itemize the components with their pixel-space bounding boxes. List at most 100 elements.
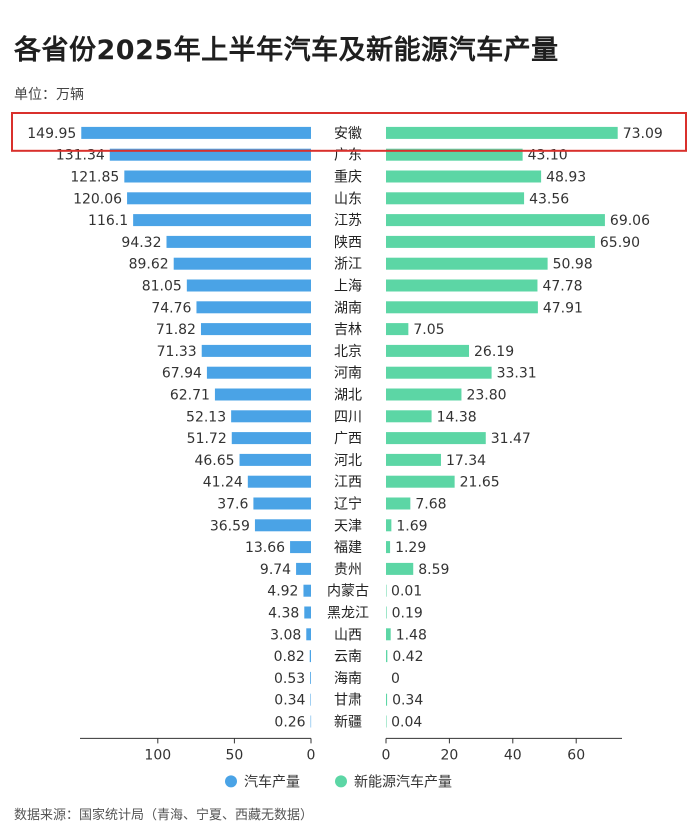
label-total-10: 71.33 bbox=[157, 344, 197, 360]
bar-nev-2 bbox=[386, 170, 542, 183]
province-label-5: 陕西 bbox=[334, 235, 362, 251]
bar-total-5 bbox=[166, 235, 311, 248]
legend-marker-total bbox=[225, 775, 237, 788]
bar-total-11 bbox=[206, 366, 311, 379]
bar-total-14 bbox=[231, 432, 311, 445]
label-total-18: 36.59 bbox=[210, 518, 250, 534]
province-label-22: 黑龙江 bbox=[327, 606, 369, 622]
label-total-17: 37.6 bbox=[217, 497, 248, 513]
bar-nev-13 bbox=[386, 410, 432, 423]
source-note: 数据来源：国家统计局（青海、宁夏、西藏无数据） bbox=[14, 808, 314, 823]
province-label-12: 湖北 bbox=[334, 388, 362, 404]
bar-total-0 bbox=[81, 126, 311, 139]
label-total-7: 81.05 bbox=[142, 279, 182, 295]
label-nev-27: 0.04 bbox=[391, 715, 422, 731]
label-nev-13: 14.38 bbox=[437, 409, 477, 425]
bar-nev-19 bbox=[386, 541, 391, 554]
bar-total-15 bbox=[239, 453, 311, 466]
label-nev-0: 73.09 bbox=[623, 126, 663, 142]
bar-nev-9 bbox=[386, 323, 409, 336]
bar-total-17 bbox=[253, 497, 311, 510]
province-label-17: 辽宁 bbox=[334, 496, 362, 513]
bar-nev-6 bbox=[386, 257, 548, 270]
bar-total-22 bbox=[304, 606, 311, 619]
right-tick-label-2: 40 bbox=[504, 747, 522, 763]
bar-nev-20 bbox=[386, 562, 414, 575]
label-total-27: 0.26 bbox=[274, 715, 305, 731]
label-nev-26: 0.34 bbox=[392, 693, 423, 709]
label-total-9: 71.82 bbox=[156, 322, 196, 338]
province-label-24: 云南 bbox=[334, 649, 362, 665]
label-total-22: 4.38 bbox=[268, 606, 299, 622]
bar-nev-26 bbox=[386, 693, 388, 706]
bar-nev-0 bbox=[386, 126, 618, 139]
label-total-20: 9.74 bbox=[260, 562, 291, 578]
label-total-8: 74.76 bbox=[151, 300, 191, 316]
province-label-7: 上海 bbox=[334, 279, 362, 295]
legend-label-total: 汽车产量 bbox=[244, 773, 300, 790]
bar-nev-23 bbox=[386, 628, 391, 641]
label-total-15: 46.65 bbox=[194, 453, 234, 469]
label-nev-9: 7.05 bbox=[413, 322, 444, 338]
label-nev-24: 0.42 bbox=[392, 649, 423, 665]
label-nev-18: 1.69 bbox=[396, 518, 427, 534]
left-tick-label-1: 50 bbox=[225, 747, 243, 763]
province-label-19: 福建 bbox=[334, 540, 362, 556]
bar-total-24 bbox=[309, 650, 311, 663]
bar-nev-14 bbox=[386, 432, 486, 445]
bar-nev-18 bbox=[386, 519, 392, 532]
label-nev-5: 65.90 bbox=[600, 235, 640, 251]
label-nev-12: 23.80 bbox=[466, 388, 506, 404]
label-nev-7: 47.78 bbox=[542, 279, 582, 295]
label-total-21: 4.92 bbox=[267, 584, 298, 600]
label-nev-16: 21.65 bbox=[460, 475, 500, 491]
bar-total-9 bbox=[200, 323, 311, 336]
bar-nev-27 bbox=[386, 715, 387, 728]
label-nev-10: 26.19 bbox=[474, 344, 514, 360]
label-total-19: 13.66 bbox=[245, 540, 285, 556]
label-nev-6: 50.98 bbox=[553, 257, 593, 273]
label-total-16: 41.24 bbox=[203, 475, 243, 491]
label-total-12: 62.71 bbox=[170, 388, 210, 404]
bar-nev-16 bbox=[386, 475, 455, 488]
province-label-3: 山东 bbox=[334, 191, 362, 207]
label-total-6: 89.62 bbox=[129, 257, 169, 273]
label-total-26: 0.34 bbox=[274, 693, 305, 709]
label-nev-22: 0.19 bbox=[392, 606, 423, 622]
label-nev-20: 8.59 bbox=[418, 562, 449, 578]
label-nev-15: 17.34 bbox=[446, 453, 486, 469]
bar-nev-24 bbox=[386, 650, 388, 663]
bar-total-3 bbox=[127, 192, 311, 205]
label-nev-25: 0 bbox=[391, 671, 400, 687]
label-total-2: 121.85 bbox=[70, 170, 119, 186]
bar-nev-8 bbox=[386, 301, 538, 314]
bar-nev-11 bbox=[386, 366, 492, 379]
province-label-9: 吉林 bbox=[334, 322, 362, 338]
left-tick-label-2: 0 bbox=[307, 747, 316, 763]
bar-total-2 bbox=[124, 170, 311, 183]
bar-total-12 bbox=[214, 388, 311, 401]
label-total-14: 51.72 bbox=[187, 431, 227, 447]
province-label-13: 四川 bbox=[334, 409, 362, 425]
province-label-6: 浙江 bbox=[334, 257, 362, 273]
label-total-4: 116.1 bbox=[88, 213, 128, 229]
right-tick-label-3: 60 bbox=[567, 747, 585, 763]
label-nev-21: 0.01 bbox=[391, 584, 422, 600]
bar-nev-21 bbox=[386, 584, 387, 597]
label-nev-14: 31.47 bbox=[491, 431, 531, 447]
province-label-15: 河北 bbox=[334, 453, 362, 469]
province-label-4: 江苏 bbox=[334, 213, 362, 229]
label-total-23: 3.08 bbox=[270, 627, 301, 643]
bar-total-26 bbox=[310, 693, 311, 706]
label-total-3: 120.06 bbox=[73, 191, 122, 207]
province-label-27: 新疆 bbox=[334, 715, 362, 731]
label-nev-11: 33.31 bbox=[497, 366, 537, 382]
bar-total-21 bbox=[303, 584, 311, 597]
label-total-24: 0.82 bbox=[274, 649, 305, 665]
bar-total-16 bbox=[247, 475, 311, 488]
bar-total-19 bbox=[290, 541, 311, 554]
right-tick-label-1: 20 bbox=[440, 747, 458, 763]
label-nev-4: 69.06 bbox=[610, 213, 650, 229]
bar-nev-17 bbox=[386, 497, 411, 510]
